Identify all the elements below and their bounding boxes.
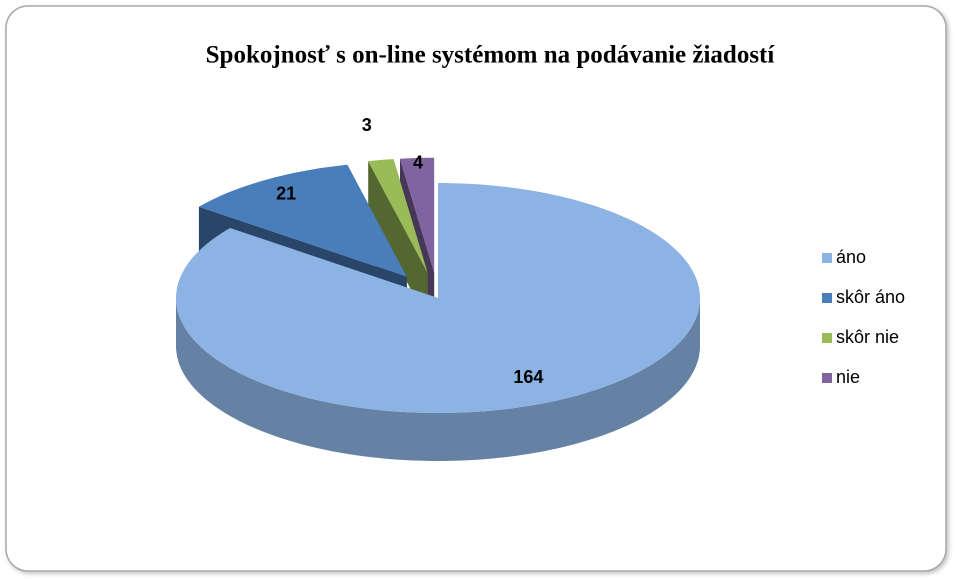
- data-label: 3: [362, 115, 372, 135]
- pie-slice: [368, 159, 428, 274]
- chart-title: Spokojnosť s on-line systémom na podávan…: [206, 42, 776, 69]
- pie-slice: [400, 157, 435, 273]
- data-label: 164: [513, 367, 543, 387]
- legend-label: skôr nie: [836, 327, 899, 347]
- data-label: 21: [276, 183, 296, 203]
- legend-swatch: [822, 253, 832, 263]
- legend-swatch: [822, 333, 832, 343]
- pie-slice: [198, 164, 407, 277]
- legend-label: áno: [836, 247, 866, 267]
- legend-label: skôr áno: [836, 287, 905, 307]
- pie-slice: [176, 183, 700, 413]
- legend-label: nie: [836, 367, 860, 387]
- slice-side: [176, 298, 700, 461]
- data-label: 4: [413, 152, 423, 172]
- legend-swatch: [822, 293, 832, 303]
- legend-swatch: [822, 373, 832, 383]
- slice-side: [368, 161, 428, 322]
